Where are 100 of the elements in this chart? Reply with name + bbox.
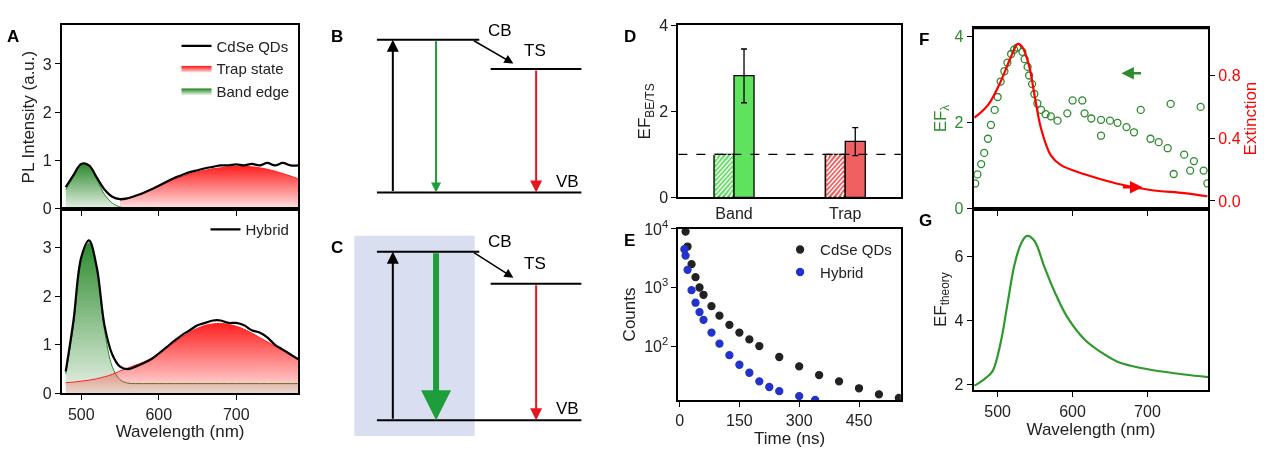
text: VB — [556, 399, 579, 418]
point — [1105, 116, 1115, 125]
y-axis-title: Counts — [620, 287, 640, 342]
point — [1030, 89, 1039, 99]
point — [699, 315, 708, 325]
point — [1080, 109, 1089, 118]
point — [745, 335, 754, 344]
point — [715, 339, 724, 348]
line-series — [973, 234, 1209, 387]
point — [691, 273, 700, 282]
point — [755, 377, 764, 386]
point — [1096, 131, 1106, 140]
point — [699, 290, 708, 299]
point — [894, 393, 901, 400]
x-tick-label: 700 — [222, 405, 250, 423]
y-tick-label: 0 — [659, 188, 669, 206]
y-tick-label: 10$^{2}$ — [644, 334, 669, 355]
point — [1113, 118, 1122, 127]
chart-title: E — [624, 231, 636, 250]
point — [1006, 49, 1016, 59]
y-tick-label: 2 — [42, 287, 52, 305]
y-tick-label: 1 — [42, 336, 52, 354]
point — [707, 328, 716, 337]
text: TS — [524, 41, 546, 60]
legend-label: Band edge — [216, 82, 290, 100]
point — [691, 298, 700, 307]
point — [1068, 96, 1077, 105]
point — [687, 286, 696, 295]
point — [795, 362, 804, 371]
line-series — [973, 42, 1209, 198]
x-axis-title: Time (ns) — [754, 429, 826, 449]
x-tick-label: 0 — [675, 412, 685, 430]
point — [986, 120, 996, 130]
point — [1020, 55, 1029, 64]
text: CB — [488, 21, 512, 40]
point — [1024, 71, 1034, 80]
text: B — [331, 27, 344, 46]
legend-label: Hybrid — [820, 263, 864, 281]
point — [1146, 134, 1155, 143]
point — [814, 370, 824, 380]
y-axis-title: PL Intensity (a.u.) — [18, 50, 38, 184]
y2-tick-label: 0.0 — [1218, 192, 1241, 210]
point — [1009, 45, 1019, 54]
point — [683, 265, 692, 274]
point — [1018, 47, 1027, 56]
legend-label: Hybrid — [245, 221, 289, 239]
legend-label: CdSe QDs — [216, 37, 289, 55]
y-tick-label: 3 — [42, 239, 52, 257]
text: TS — [524, 254, 546, 273]
point — [973, 170, 982, 179]
point — [725, 320, 734, 330]
y-tick-label: 4 — [659, 16, 669, 34]
x-tick-label: 500 — [984, 402, 1012, 420]
y-tick-label: 1 — [42, 152, 52, 170]
y2-tick-label: 0.4 — [1218, 129, 1241, 147]
point — [735, 360, 744, 369]
point — [755, 341, 764, 351]
text: C — [331, 238, 344, 257]
chart-title: G — [919, 211, 933, 230]
chart-title: A — [7, 27, 20, 46]
y2-axis-title: Extinction — [1240, 81, 1260, 156]
point — [1199, 166, 1208, 175]
x-tick-label: 600 — [1059, 402, 1087, 420]
point — [1041, 110, 1050, 119]
point — [715, 311, 724, 320]
point — [834, 377, 844, 386]
point — [695, 307, 704, 317]
point — [745, 368, 754, 377]
y2-tick-label: 0.8 — [1218, 66, 1241, 84]
x-tick-label: 450 — [845, 412, 873, 430]
point — [980, 148, 989, 158]
point — [990, 105, 999, 115]
point — [1000, 67, 1009, 76]
x-axis-title: Wavelength (nm) — [1026, 419, 1156, 439]
point — [996, 77, 1005, 86]
point — [983, 134, 993, 143]
point — [1087, 114, 1096, 123]
chart-title: D — [624, 27, 637, 46]
point — [681, 251, 690, 260]
y-tick-label: 0 — [42, 384, 52, 402]
point — [874, 390, 884, 399]
point — [1163, 144, 1172, 153]
point — [707, 302, 716, 311]
point — [1033, 99, 1042, 108]
point — [795, 391, 804, 400]
point — [695, 283, 704, 292]
point — [1189, 156, 1199, 166]
chart-title: F — [919, 30, 930, 49]
point — [775, 352, 784, 362]
text: CB — [488, 232, 512, 251]
point — [1169, 169, 1178, 179]
x-axis-title: Wavelength (nm) — [115, 422, 245, 442]
point — [854, 384, 864, 393]
y-tick-label: 10$^{4}$ — [644, 217, 669, 238]
x-tick-label: Band — [715, 204, 753, 222]
point — [1078, 96, 1087, 105]
y-tick-label: 4 — [954, 311, 964, 329]
point — [1180, 150, 1189, 159]
point — [1129, 128, 1139, 137]
x-tick-label: 300 — [785, 412, 813, 430]
